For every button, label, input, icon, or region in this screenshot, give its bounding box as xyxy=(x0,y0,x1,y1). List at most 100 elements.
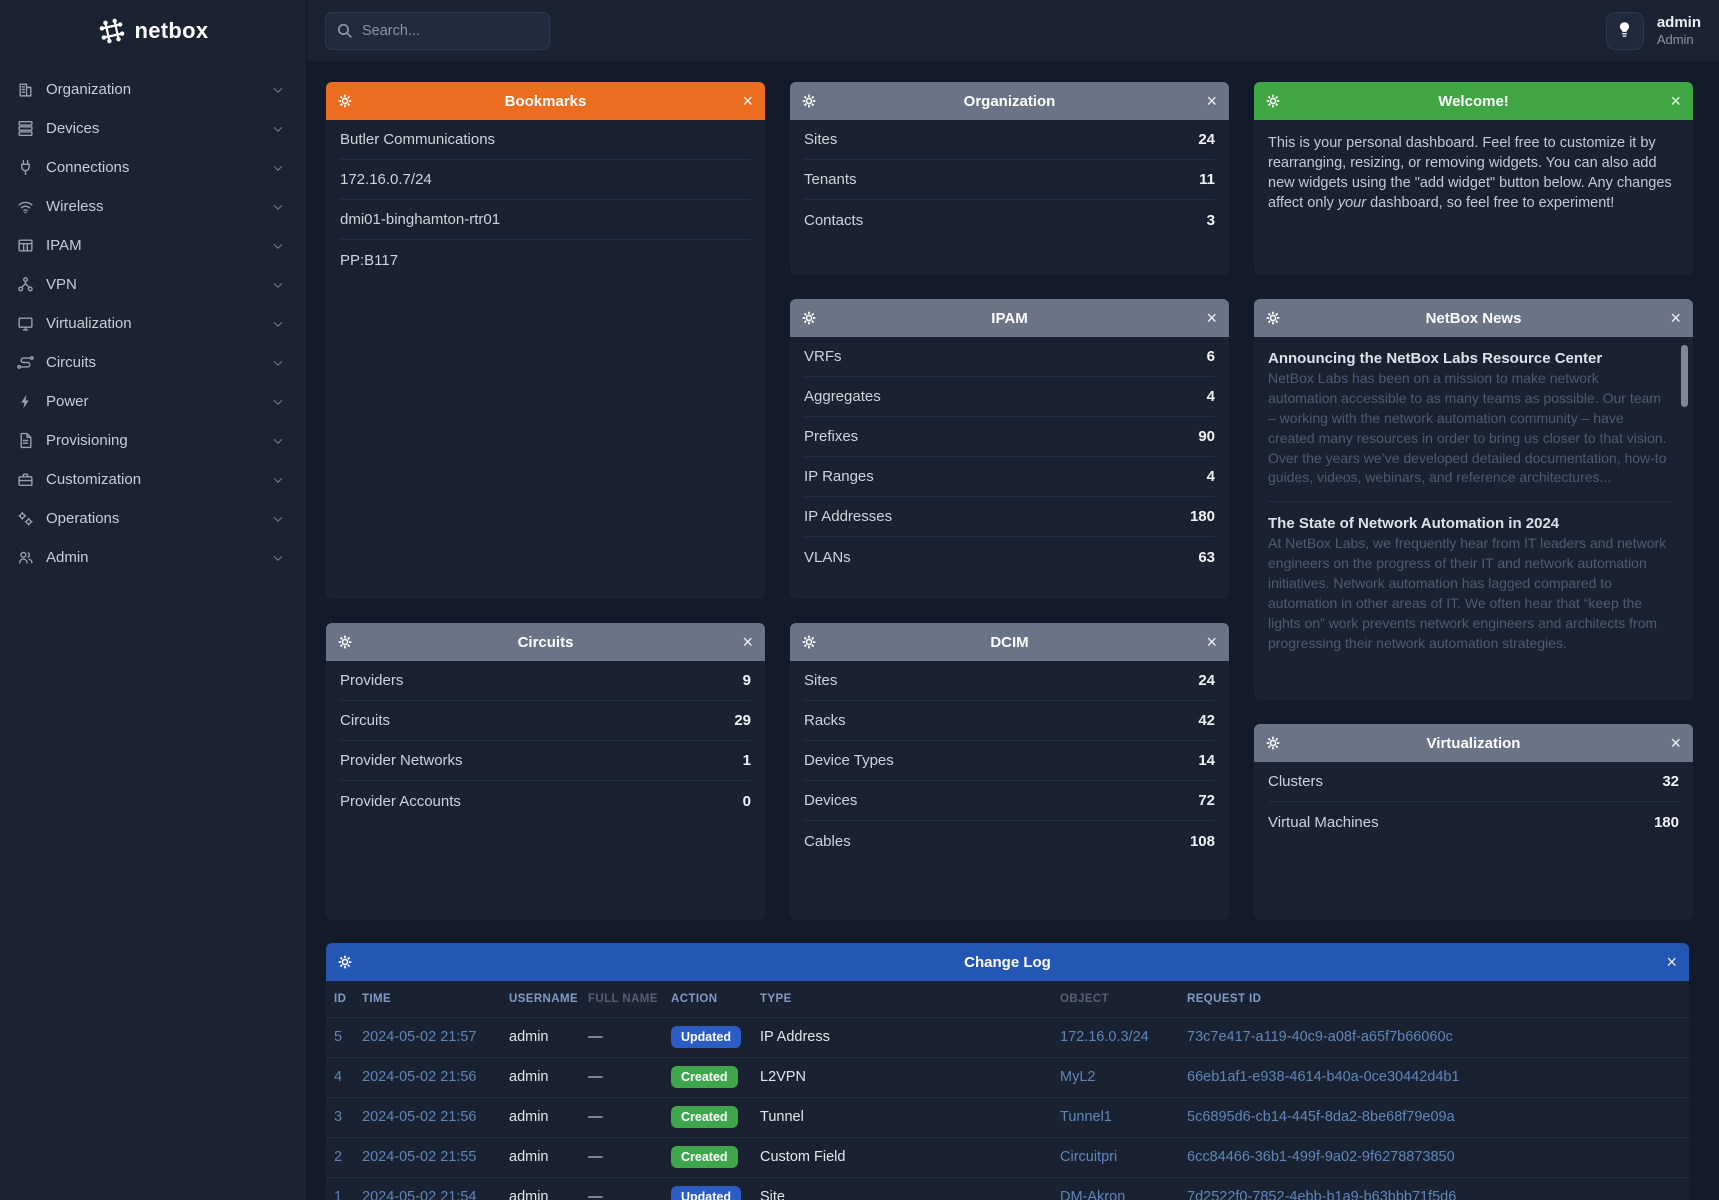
sidebar-item-customization[interactable]: Customization xyxy=(0,460,306,499)
stat-row[interactable]: IP Addresses 180 xyxy=(804,497,1215,537)
change-object-link[interactable]: Circuitpri xyxy=(1060,1149,1118,1165)
stat-row[interactable]: Providers 9 xyxy=(340,661,751,701)
change-time-link[interactable]: 2024-05-02 21:56 xyxy=(362,1069,477,1085)
widget-config-button[interactable] xyxy=(338,955,352,969)
column-header-object[interactable]: OBJECT xyxy=(1060,981,1187,1018)
change-object-link[interactable]: MyL2 xyxy=(1060,1069,1096,1085)
news-headline-link[interactable]: The State of Network Automation in 2024 xyxy=(1268,515,1560,533)
widget-config-button[interactable] xyxy=(1266,736,1280,750)
stat-label: Virtual Machines xyxy=(1268,813,1379,831)
close-icon[interactable]: × xyxy=(1206,91,1217,111)
sidebar-item-circuits[interactable]: Circuits xyxy=(0,343,306,382)
stat-row[interactable]: Sites 24 xyxy=(804,120,1215,160)
stat-value: 14 xyxy=(1198,752,1215,769)
change-object-link[interactable]: DM-Akron xyxy=(1060,1189,1126,1200)
stat-row[interactable]: Virtual Machines 180 xyxy=(1268,802,1679,842)
request-id-link[interactable]: 73c7e417-a119-40c9-a08f-a65f7b66060c xyxy=(1187,1029,1453,1045)
request-id-link[interactable]: 6cc84466-36b1-499f-9a02-9f6278873850 xyxy=(1187,1149,1455,1165)
widget-config-button[interactable] xyxy=(1266,311,1280,325)
widget-config-button[interactable] xyxy=(802,311,816,325)
stat-row[interactable]: Provider Accounts 0 xyxy=(340,781,751,821)
widget-bookmarks: Bookmarks × Butler Communications 172.16… xyxy=(326,82,765,599)
request-id-link[interactable]: 7d2522f0-7852-4ebb-b1a9-b63bbb71f5d6 xyxy=(1187,1189,1457,1200)
close-icon[interactable]: × xyxy=(1670,308,1681,328)
column-header-username[interactable]: USERNAME xyxy=(509,981,588,1018)
sidebar-item-vpn[interactable]: VPN xyxy=(0,265,306,304)
sidebar-item-devices[interactable]: Devices xyxy=(0,109,306,148)
netbox-logo[interactable]: netbox xyxy=(0,0,306,62)
bookmark-item[interactable]: Butler Communications xyxy=(340,120,751,160)
stat-row[interactable]: VLANs 63 xyxy=(804,537,1215,577)
column-header-full-name[interactable]: FULL NAME xyxy=(588,981,671,1018)
bookmark-item[interactable]: 172.16.0.7/24 xyxy=(340,160,751,200)
close-icon[interactable]: × xyxy=(1206,308,1217,328)
change-time-link[interactable]: 2024-05-02 21:54 xyxy=(362,1189,477,1200)
stat-row[interactable]: Clusters 32 xyxy=(1268,762,1679,802)
change-time-link[interactable]: 2024-05-02 21:55 xyxy=(362,1149,477,1165)
sidebar-item-power[interactable]: Power xyxy=(0,382,306,421)
sidebar-item-virtualization[interactable]: Virtualization xyxy=(0,304,306,343)
stat-row[interactable]: IP Ranges 4 xyxy=(804,457,1215,497)
widget-config-button[interactable] xyxy=(802,635,816,649)
welcome-text-part: dashboard, so feel free to experiment! xyxy=(1366,195,1615,211)
sidebar-item-organization[interactable]: Organization xyxy=(0,70,306,109)
change-time-link[interactable]: 2024-05-02 21:56 xyxy=(362,1109,477,1125)
sidebar-item-wireless[interactable]: Wireless xyxy=(0,187,306,226)
user-menu[interactable]: admin Admin xyxy=(1657,14,1701,48)
column-header-request-id[interactable]: REQUEST ID xyxy=(1187,981,1689,1018)
users-icon xyxy=(17,549,34,566)
request-id-link[interactable]: 5c6895d6-cb14-445f-8da2-8be68f79e09a xyxy=(1187,1109,1455,1125)
sidebar-item-connections[interactable]: Connections xyxy=(0,148,306,187)
close-icon[interactable]: × xyxy=(742,632,753,652)
search-input[interactable] xyxy=(325,11,550,50)
widget-config-button[interactable] xyxy=(338,635,352,649)
bookmark-item[interactable]: dmi01-binghamton-rtr01 xyxy=(340,200,751,240)
widget-config-button[interactable] xyxy=(802,94,816,108)
change-object-link[interactable]: 172.16.0.3/24 xyxy=(1060,1029,1149,1045)
sidebar-item-operations[interactable]: Operations xyxy=(0,499,306,538)
news-headline-link[interactable]: Announcing the NetBox Labs Resource Cent… xyxy=(1268,350,1603,367)
sidebar-item-provisioning[interactable]: Provisioning xyxy=(0,421,306,460)
close-icon[interactable]: × xyxy=(1206,632,1217,652)
change-id-link[interactable]: 2 xyxy=(334,1149,343,1165)
change-username: admin xyxy=(509,1177,588,1200)
stat-row[interactable]: Devices 72 xyxy=(804,781,1215,821)
theme-toggle-button[interactable] xyxy=(1605,11,1644,50)
column-header-action[interactable]: ACTION xyxy=(671,981,760,1018)
close-icon[interactable]: × xyxy=(1670,91,1681,111)
stat-row[interactable]: Prefixes 90 xyxy=(804,417,1215,457)
stat-row[interactable]: Racks 42 xyxy=(804,701,1215,741)
chevron-down-icon xyxy=(273,360,283,366)
change-id-link[interactable]: 4 xyxy=(334,1069,343,1085)
stat-label: Circuits xyxy=(340,712,391,729)
sidebar-item-label: Wireless xyxy=(46,198,104,215)
stat-row[interactable]: Device Types 14 xyxy=(804,741,1215,781)
request-id-link[interactable]: 66eb1af1-e938-4614-b40a-0ce30442d4b1 xyxy=(1187,1069,1460,1085)
stat-row[interactable]: Tenants 11 xyxy=(804,160,1215,200)
stat-row[interactable]: Aggregates 4 xyxy=(804,377,1215,417)
sidebar-item-admin[interactable]: Admin xyxy=(0,538,306,577)
stat-row[interactable]: Circuits 29 xyxy=(340,701,751,741)
widget-config-button[interactable] xyxy=(1266,94,1280,108)
close-icon[interactable]: × xyxy=(742,91,753,111)
change-object-link[interactable]: Tunnel1 xyxy=(1060,1109,1112,1125)
change-id-link[interactable]: 3 xyxy=(334,1109,343,1125)
change-id-link[interactable]: 1 xyxy=(334,1189,343,1200)
widget-config-button[interactable] xyxy=(338,94,352,108)
stat-row[interactable]: Sites 24 xyxy=(804,661,1215,701)
change-time-link[interactable]: 2024-05-02 21:57 xyxy=(362,1029,477,1045)
sidebar-item-ipam[interactable]: IPAM xyxy=(0,226,306,265)
stat-row[interactable]: VRFs 6 xyxy=(804,337,1215,377)
widget-welcome: Welcome! × This is your personal dashboa… xyxy=(1254,82,1693,275)
news-scrollbar[interactable] xyxy=(1681,345,1688,407)
stat-row[interactable]: Contacts 3 xyxy=(804,200,1215,240)
column-header-time[interactable]: TIME xyxy=(362,981,509,1018)
stat-row[interactable]: Cables 108 xyxy=(804,821,1215,861)
bookmark-item[interactable]: PP:B117 xyxy=(340,240,751,280)
column-header-type[interactable]: TYPE xyxy=(760,981,1060,1018)
close-icon[interactable]: × xyxy=(1670,733,1681,753)
stat-row[interactable]: Provider Networks 1 xyxy=(340,741,751,781)
change-id-link[interactable]: 5 xyxy=(334,1029,343,1045)
close-icon[interactable]: × xyxy=(1666,952,1677,972)
column-header-id[interactable]: ID xyxy=(326,981,362,1018)
